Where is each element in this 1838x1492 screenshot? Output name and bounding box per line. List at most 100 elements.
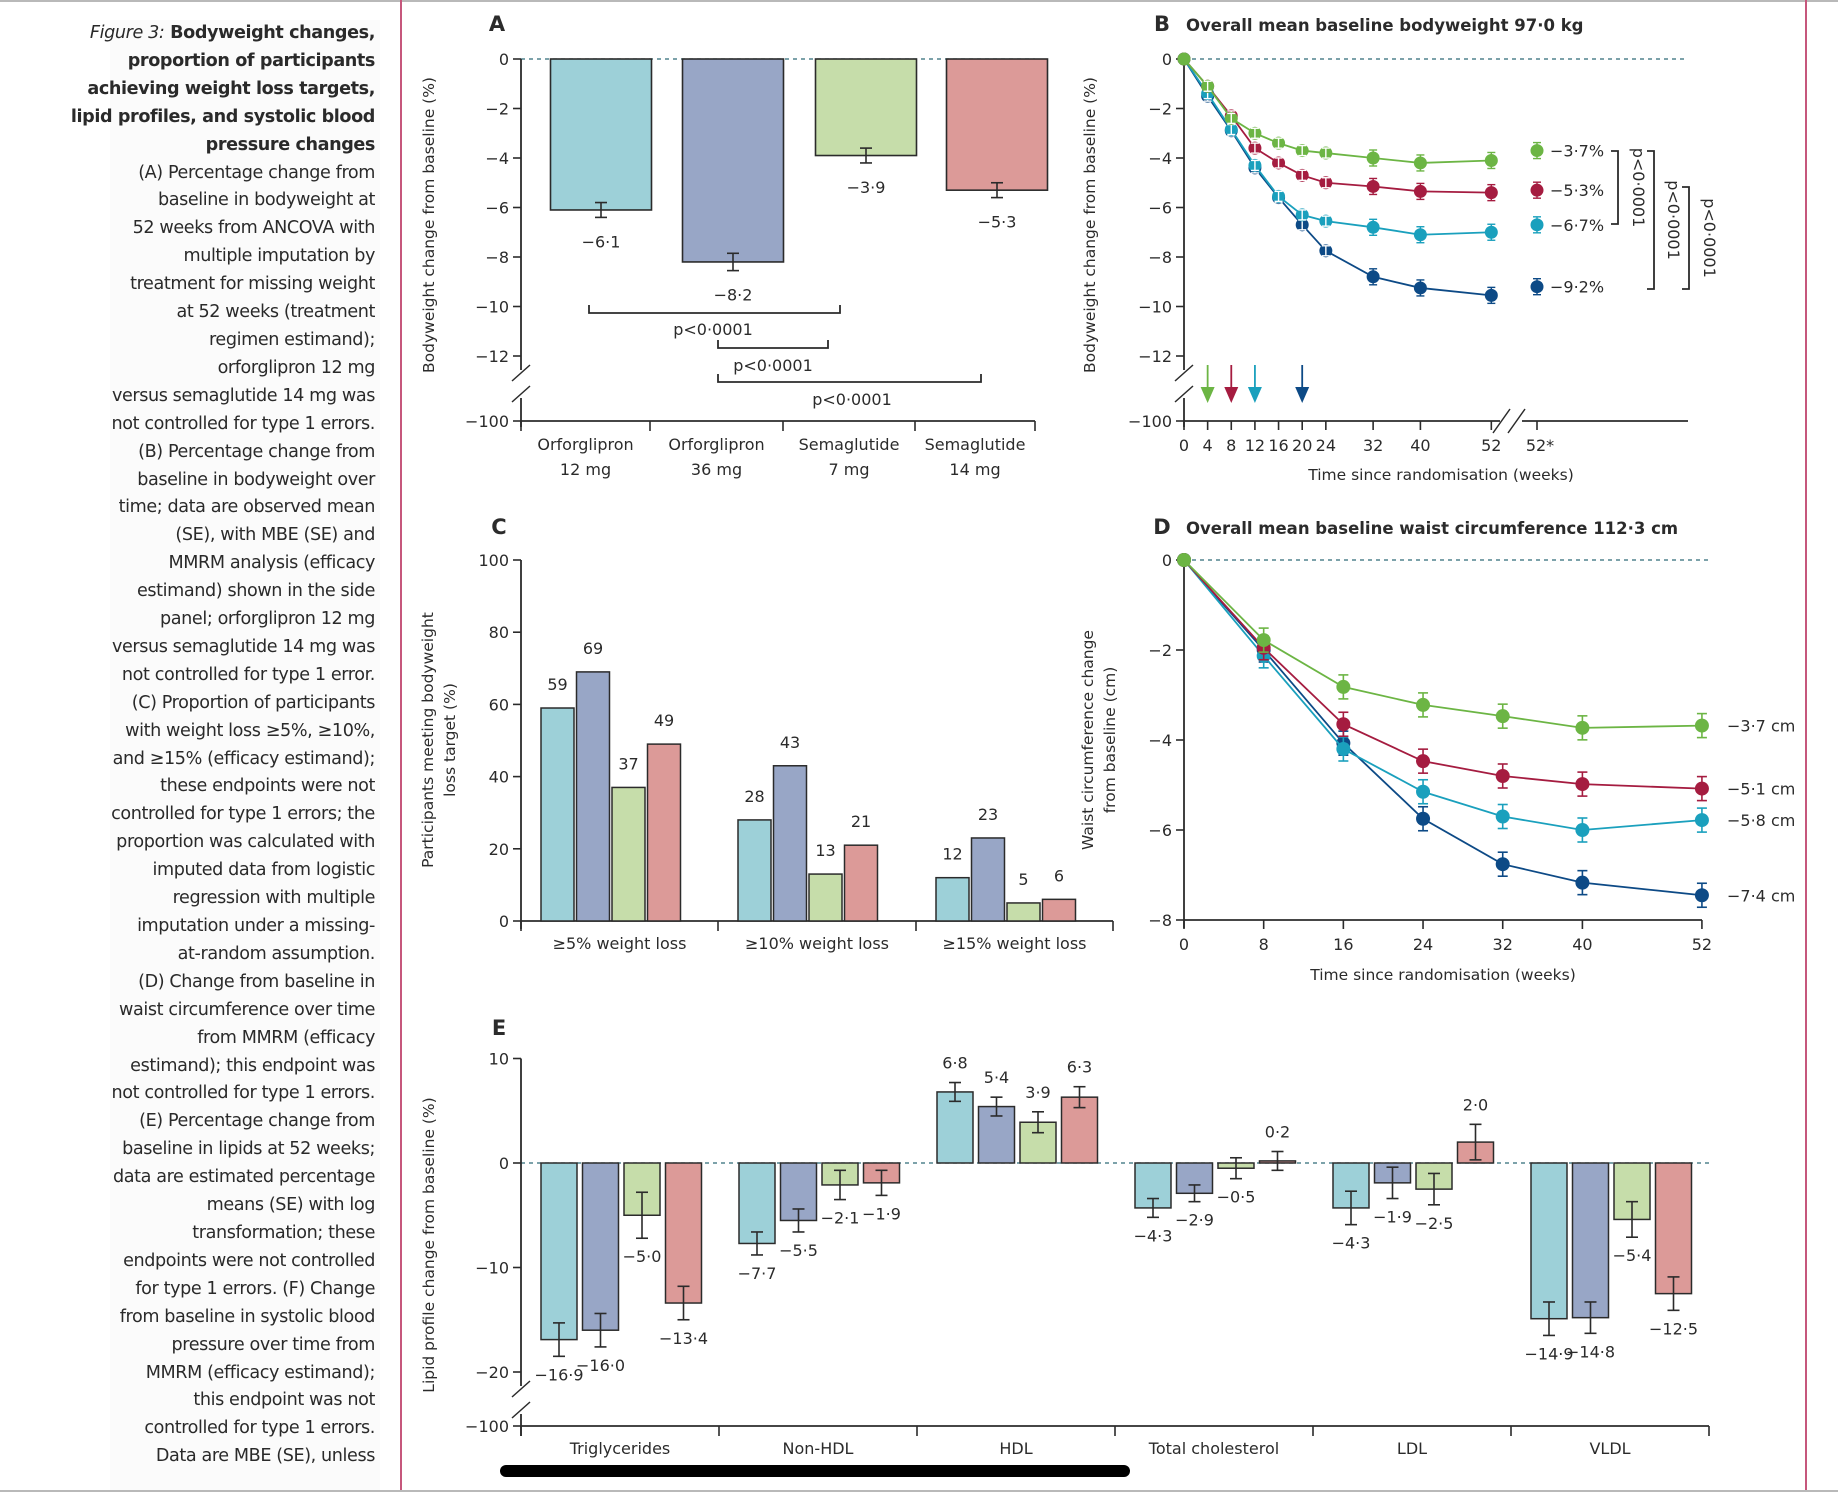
caption-line: 52 weeks from ANCOVA with <box>132 218 376 239</box>
axis-break-mark <box>511 1401 531 1419</box>
x-tick-label: 4 <box>1203 436 1213 455</box>
caption-line: and ≥15% (efficacy estimand); <box>112 748 376 769</box>
caption-line: multiple imputation by <box>183 246 375 267</box>
data-point <box>1694 781 1709 796</box>
p-value-label: p<0·0001 <box>733 356 813 375</box>
caption-line: transformation; these <box>192 1222 375 1243</box>
caption-line: from baseline in systolic blood <box>119 1306 376 1327</box>
y-tick-label: −2 <box>1148 641 1172 660</box>
caption-line: MMRM analysis (efficacy <box>168 553 376 574</box>
axis-break-gap <box>517 370 525 398</box>
data-label: −5·0 <box>623 1247 662 1266</box>
data-point <box>1416 784 1431 799</box>
data-point <box>1416 754 1431 769</box>
panel-label: D <box>1153 515 1170 539</box>
panel-c: C 0 20 40 60 80 100 Participants meeting bodywe… <box>419 515 1114 953</box>
y-tick-label: 100 <box>478 551 509 570</box>
category-label: ≥5% weight loss <box>553 934 687 953</box>
data-label: −0·5 <box>1217 1188 1256 1207</box>
bar <box>737 819 772 922</box>
caption-title: Figure 3: Bodyweight changes, proportion… <box>60 20 376 160</box>
x-tick-label: 20 <box>1292 436 1312 455</box>
y-tick-label: −4 <box>1148 731 1172 750</box>
data-label: −6·1 <box>582 232 621 251</box>
data-point <box>1575 823 1590 837</box>
y-tick-label: 60 <box>489 695 509 714</box>
series-line <box>1183 559 1702 831</box>
data-point <box>1416 697 1431 712</box>
significance-bracket <box>717 340 829 349</box>
bar <box>664 1162 703 1304</box>
data-label: −12·5 <box>1649 1319 1698 1338</box>
data-point <box>1495 709 1510 724</box>
y-axis-label: from baseline (cm) <box>1101 667 1119 814</box>
bar <box>646 743 682 922</box>
horizontal-scrollbar[interactable] <box>500 1465 1130 1477</box>
bar <box>1060 1096 1099 1164</box>
x-tick-label: 52* <box>1526 436 1554 455</box>
axis-break-mark <box>511 1380 531 1398</box>
end-value-label: −3·7 cm <box>1727 717 1795 736</box>
bar <box>772 765 808 922</box>
side-panel-label: −3·7% <box>1550 142 1604 161</box>
category-label: ≥10% weight loss <box>745 934 889 953</box>
data-label: 23 <box>978 805 998 824</box>
bar <box>1530 1162 1568 1320</box>
bar <box>945 58 1049 191</box>
y-axis-label: Participants meeting bodyweight <box>419 612 437 868</box>
data-label: 5 <box>1018 870 1028 889</box>
panel-d: D Overall mean baseline waist circumferen… <box>1079 515 1795 984</box>
figure-caption: Figure 3: Bodyweight changes, proportion… <box>60 20 376 1471</box>
series-line <box>1183 58 1492 236</box>
caption-line: time; data are observed mean <box>118 497 376 518</box>
bar <box>1654 1162 1693 1295</box>
y-tick-label: −2 <box>1148 100 1172 119</box>
y-tick-label: −20 <box>475 1363 509 1382</box>
p-value-label: p<0·0001 <box>1664 180 1683 260</box>
caption-line: for type 1 errors. (F) Change <box>135 1278 375 1299</box>
data-point <box>1256 633 1271 648</box>
panel-label: E <box>492 1016 506 1040</box>
data-point <box>1336 742 1351 756</box>
data-label: −16·0 <box>576 1356 625 1375</box>
caption-line: (E) Percentage change from <box>139 1111 375 1132</box>
bar <box>581 1162 620 1331</box>
data-point <box>1416 811 1431 826</box>
panel-title: Overall mean baseline waist circumferenc… <box>1186 519 1678 538</box>
data-label: −4·3 <box>1332 1234 1371 1253</box>
bar <box>970 837 1006 922</box>
x-tick-label: 52 <box>1692 935 1712 954</box>
caption-line: imputed data from logistic <box>152 860 375 881</box>
dose-escalation-arrowhead <box>1247 387 1262 403</box>
x-tick-label: 40 <box>1410 436 1430 455</box>
data-point <box>1177 52 1191 66</box>
bar <box>549 58 653 211</box>
data-point <box>1575 875 1590 890</box>
caption-line: pressure over time from <box>171 1334 376 1355</box>
caption-line: not controlled for type 1 errors. <box>111 413 376 434</box>
y-tick-label: −6 <box>485 199 509 218</box>
data-point <box>1495 769 1510 783</box>
caption-line: controlled for type 1 errors; the <box>111 804 375 825</box>
y-tick-label: −6 <box>1148 821 1172 840</box>
bar <box>1571 1162 1610 1319</box>
category-label: Orforglipron <box>537 435 633 454</box>
y-axis-label: Lipid profile change from baseline (%) <box>420 1097 438 1392</box>
axis-break-mark <box>511 385 531 403</box>
data-label: 37 <box>618 754 638 773</box>
caption-line: data are estimated percentage <box>112 1167 375 1188</box>
y-axis-label: Bodyweight change from baseline (%) <box>1081 77 1099 373</box>
x-axis-label: Time since randomisation (weeks) <box>1307 466 1574 484</box>
y-tick-label: −100 <box>1128 412 1172 431</box>
category-label: Orforglipron <box>668 435 764 454</box>
y-tick-label: 10 <box>489 1050 509 1069</box>
series-line <box>1183 58 1492 164</box>
bar <box>540 1162 578 1341</box>
y-tick-label: −10 <box>475 298 509 317</box>
x-tick-label: 8 <box>1259 935 1269 954</box>
category-label: ≥15% weight loss <box>943 934 1087 953</box>
data-point <box>1336 679 1351 694</box>
y-tick-label: 0 <box>499 1154 509 1173</box>
y-axis-label: Bodyweight change from baseline (%) <box>420 77 438 373</box>
x-tick-label: 32 <box>1493 935 1513 954</box>
